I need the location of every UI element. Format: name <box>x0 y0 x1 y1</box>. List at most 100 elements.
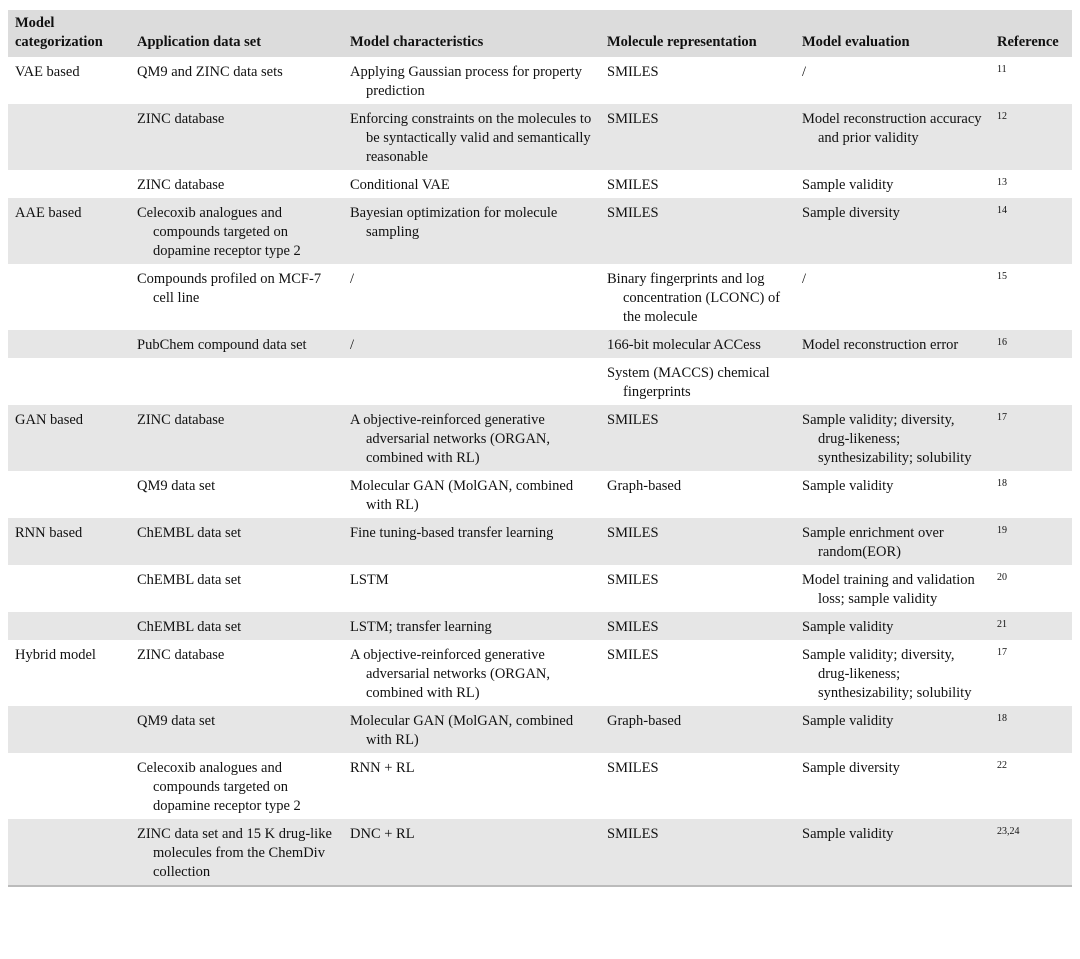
table-cell: 12 <box>990 104 1072 170</box>
table-cell: Graph-based <box>600 706 795 753</box>
cell-text: Graph-based <box>607 713 682 729</box>
table-row: ZINC data set and 15 K drug-like molecul… <box>8 819 1072 886</box>
table-cell: Molecular GAN (MolGAN, combined with RL) <box>343 706 600 753</box>
table-cell: / <box>795 264 990 330</box>
table-cell <box>343 358 600 405</box>
table-cell: Celecoxib analogues and compounds target… <box>130 753 343 819</box>
reference: 16 <box>997 337 1007 348</box>
reference: 17 <box>997 647 1007 658</box>
table-cell: / <box>343 330 600 358</box>
column-header: Model evaluation <box>795 10 990 57</box>
table-row: VAE based QM9 and ZINC data sets Applying … <box>8 57 1072 104</box>
column-header: Reference <box>990 10 1072 57</box>
cell-text: ZINC database <box>137 412 225 428</box>
cell-text: Sample enrichment over random(EOR) <box>802 525 944 560</box>
cell-text: Conditional VAE <box>350 177 450 193</box>
cell-text: QM9 data set <box>137 713 216 729</box>
cell-text: DNC + RL <box>350 826 415 842</box>
table-row: ChEMBL data set LSTM SMILES Model training … <box>8 565 1072 612</box>
table-cell: Molecular GAN (MolGAN, combined with RL) <box>343 471 600 518</box>
table-row: GAN based ZINC database A objective-reinfo… <box>8 405 1072 471</box>
cell-text: AAE based <box>15 205 82 221</box>
table-cell: A objective-reinforced generative advers… <box>343 640 600 706</box>
table-cell: ChEMBL data set <box>130 518 343 565</box>
table-cell: RNN based <box>8 518 130 565</box>
table-cell: 166-bit molecular ACCess <box>600 330 795 358</box>
cell-text: RNN based <box>15 525 83 541</box>
table-cell: SMILES <box>600 170 795 198</box>
table-cell: 23,24 <box>990 819 1072 886</box>
column-header: Model characteristics <box>343 10 600 57</box>
table-cell: SMILES <box>600 198 795 264</box>
cell-text: Fine tuning-based transfer learning <box>350 525 554 541</box>
table-cell: ZINC database <box>130 170 343 198</box>
table-cell <box>8 753 130 819</box>
table-cell: 13 <box>990 170 1072 198</box>
table-cell: GAN based <box>8 405 130 471</box>
reference: 21 <box>997 619 1007 630</box>
table-cell <box>8 358 130 405</box>
cell-text: ChEMBL data set <box>137 619 242 635</box>
table-cell: Model training and validation loss; samp… <box>795 565 990 612</box>
cell-text: Molecular GAN (MolGAN, combined with RL) <box>350 713 574 748</box>
column-header: Application data set <box>130 10 343 57</box>
table-row: Hybrid model ZINC database A objective-rei… <box>8 640 1072 706</box>
table-cell <box>8 330 130 358</box>
reference: 15 <box>997 271 1007 282</box>
cell-text: A objective-reinforced generative advers… <box>350 647 551 701</box>
cell-text: ZINC database <box>137 647 225 663</box>
cell-text: SMILES <box>607 647 659 663</box>
table-cell: Sample diversity <box>795 753 990 819</box>
table-row: ChEMBL data set LSTM; transfer learning SM… <box>8 612 1072 640</box>
table-cell: VAE based <box>8 57 130 104</box>
reference: 17 <box>997 412 1007 423</box>
cell-text: System (MACCS) chemical fingerprints <box>607 365 770 400</box>
table-cell: 15 <box>990 264 1072 330</box>
table-cell: SMILES <box>600 753 795 819</box>
table-cell: ZINC database <box>130 104 343 170</box>
reference: 14 <box>997 205 1007 216</box>
table-cell: 17 <box>990 640 1072 706</box>
cell-text: Molecular GAN (MolGAN, combined with RL) <box>350 478 574 513</box>
table-cell: Model reconstruction error <box>795 330 990 358</box>
table-cell: ZINC database <box>130 640 343 706</box>
cell-text: Model training and validation loss; samp… <box>802 572 975 607</box>
cell-text: Sample diversity <box>802 205 900 221</box>
cell-text: ChEMBL data set <box>137 525 242 541</box>
table-cell: Sample enrichment over random(EOR) <box>795 518 990 565</box>
cell-text: LSTM <box>350 572 389 588</box>
table-cell: Sample validity <box>795 706 990 753</box>
data-table: Model categorization Application data set… <box>8 10 1072 887</box>
reference: 22 <box>997 760 1007 771</box>
cell-text: / <box>350 271 355 287</box>
table-body: VAE based QM9 and ZINC data sets Applying … <box>8 57 1072 886</box>
table-cell <box>8 819 130 886</box>
cell-text: QM9 and ZINC data sets <box>137 64 283 80</box>
table-cell <box>8 104 130 170</box>
cell-text: Hybrid model <box>15 647 96 663</box>
table-cell: 18 <box>990 471 1072 518</box>
cell-text: ZINC database <box>137 111 225 127</box>
cell-text: / <box>802 271 807 287</box>
table-row: AAE based Celecoxib analogues and compoun… <box>8 198 1072 264</box>
cell-text: Binary fingerprints and log concentratio… <box>607 271 781 325</box>
table-cell <box>8 471 130 518</box>
cell-text: Sample diversity <box>802 760 900 776</box>
table-cell: QM9 data set <box>130 706 343 753</box>
reference: 13 <box>997 177 1007 188</box>
table-cell <box>8 612 130 640</box>
table-cell: Sample validity <box>795 819 990 886</box>
cell-text: Sample validity; diversity, drug-likenes… <box>802 412 972 466</box>
table-cell: 19 <box>990 518 1072 565</box>
table-cell <box>795 358 990 405</box>
table-cell: 17 <box>990 405 1072 471</box>
cell-text: 166-bit molecular ACCess <box>607 337 761 353</box>
reference: 12 <box>997 111 1007 122</box>
table-cell: 22 <box>990 753 1072 819</box>
table-cell: Sample validity; diversity, drug-likenes… <box>795 405 990 471</box>
table-cell: 20 <box>990 565 1072 612</box>
cell-text: / <box>802 64 807 80</box>
table-cell: Celecoxib analogues and compounds target… <box>130 198 343 264</box>
table-cell <box>8 706 130 753</box>
